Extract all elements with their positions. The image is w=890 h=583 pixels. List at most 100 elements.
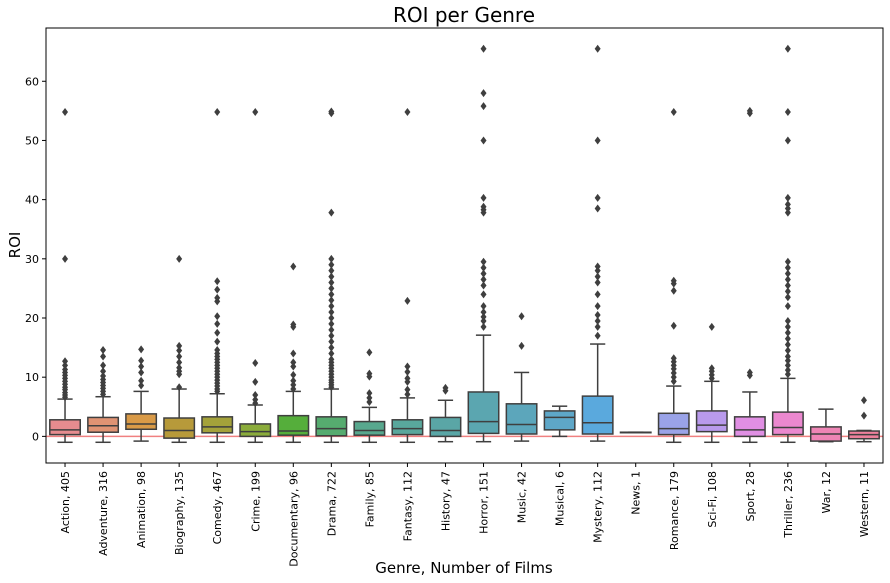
x-tick-label: Comedy, 467 [211,471,224,544]
x-tick-label: Romance, 179 [668,471,681,550]
outlier-point [138,362,145,371]
outlier-point [480,302,487,311]
outlier-point [784,275,791,284]
outlier-point [784,293,791,302]
iqr-box [239,423,272,438]
outlier-point [404,390,411,399]
box-group-0 [49,108,81,444]
chart-title: ROI per Genre [393,3,535,27]
outlier-point [404,362,411,371]
y-tick-label: 0 [32,430,39,443]
box-group-19 [771,44,804,444]
box-group-21 [848,396,880,443]
outlier-point [138,381,145,390]
outlier-point [480,316,487,325]
outlier-point [404,367,411,376]
outlier-point [100,367,107,376]
outlier-point [784,328,791,337]
outlier-point [328,290,335,299]
outlier-point [252,377,259,386]
outlier-point [404,296,411,305]
iqr-box [163,417,196,439]
outlier-point [138,376,145,385]
box-group-14 [581,44,614,442]
outlier-point [594,136,601,145]
plot-area [46,44,883,444]
outlier-point [214,328,221,337]
outlier-point [290,262,297,271]
outlier-point [708,322,715,331]
outlier-point [328,296,335,305]
outlier-point [176,254,183,263]
outlier-point [594,44,601,53]
box-group-20 [809,408,842,443]
outlier-point [328,284,335,293]
outlier-point [328,349,335,358]
iqr-box [353,420,386,436]
outlier-point [784,370,791,379]
x-tick-label: Musical, 6 [554,471,567,526]
x-tick-label: Thriller, 236 [782,471,795,539]
outlier-point [594,262,601,271]
outlier-point [746,106,753,115]
x-tick-label: Biography, 135 [173,471,186,555]
outlier-point [176,363,183,372]
outlier-point [480,136,487,145]
x-tick-label: Fantasy, 112 [401,471,414,541]
outlier-point [252,358,259,367]
x-tick-label: Sport, 28 [744,471,757,522]
outlier-point [62,108,69,117]
x-tick-label: Adventure, 316 [97,471,110,556]
outlier-point [214,108,221,117]
outlier-point [784,356,791,365]
iqr-box [87,416,120,433]
iqr-box [391,419,424,436]
x-tick-label: History, 47 [439,471,452,531]
outlier-point [670,286,677,295]
outlier-point [746,368,753,377]
outlier-point [328,260,335,269]
outlier-point [290,376,297,385]
outlier-point [328,208,335,217]
outlier-point [784,136,791,145]
outlier-point [784,204,791,213]
y-axis-label: ROI [6,232,24,259]
outlier-point [214,277,221,286]
outlier-point [670,354,677,363]
outlier-point [100,372,107,380]
outlier-point [290,320,297,329]
iqr-box [467,391,500,435]
iqr-box [695,410,728,433]
x-tick-label: Music, 42 [516,471,529,523]
outlier-point [62,361,69,370]
outlier-point [594,302,601,311]
outlier-point [784,287,791,296]
outlier-point [480,281,487,290]
outlier-point [784,269,791,278]
box-group-13 [543,405,576,438]
x-tick-label: War, 12 [820,471,833,513]
outlier-point [594,322,601,331]
x-axis-label: Genre, Number of Films [375,559,553,577]
iqr-box [581,395,614,435]
x-tick-label: News, 1 [630,471,643,515]
box-group-4 [201,108,234,444]
outlier-point [480,257,487,266]
box-group-18 [733,106,766,444]
outlier-point [784,352,791,361]
iqr-box [201,416,234,434]
outlier-point [670,276,677,285]
y-tick-label: 30 [25,253,39,266]
outlier-point [784,208,791,217]
outlier-point [328,266,335,275]
outlier-point [366,398,373,407]
outlier-point [594,193,601,202]
box-group-12 [505,312,538,442]
outlier-point [784,346,791,355]
outlier-point [62,365,69,374]
outlier-point [328,308,335,317]
outlier-point [594,316,601,325]
outlier-point [784,334,791,343]
outlier-point [176,352,183,361]
box-group-7 [315,107,348,444]
